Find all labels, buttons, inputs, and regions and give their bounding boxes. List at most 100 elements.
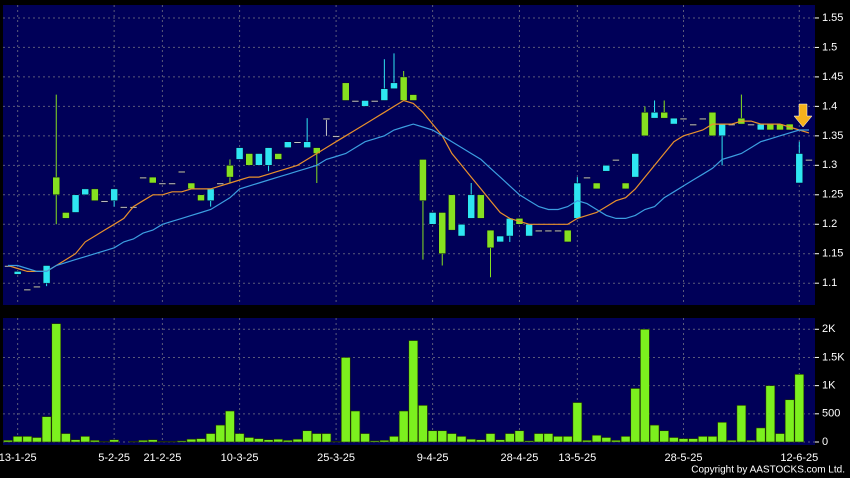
volume-bar [147, 439, 158, 443]
volume-bar [408, 340, 419, 443]
candle-body [399, 76, 408, 101]
volume-bar [157, 441, 168, 443]
candle-body [650, 112, 659, 119]
candle-body [177, 170, 186, 173]
y-tick-label: 0 [822, 436, 828, 448]
volume-bar [707, 436, 718, 443]
candle-body [91, 188, 99, 201]
candle-body [110, 188, 118, 201]
volume-bar [12, 436, 23, 443]
volume-bar [514, 430, 525, 443]
volume-bar [504, 433, 515, 443]
candle-body [457, 224, 466, 237]
volume-bar [572, 402, 583, 443]
candle-body [506, 218, 514, 237]
volume-bar [447, 433, 457, 443]
volume-bar [476, 439, 486, 443]
candle-body [274, 153, 282, 160]
candle-body [448, 194, 456, 231]
volume-bar [437, 430, 448, 443]
candle-body [679, 117, 688, 120]
candle-body [303, 141, 311, 148]
volume-bar [717, 421, 727, 443]
candle-body [641, 112, 649, 137]
volume-bar [495, 439, 505, 443]
volume-bar [99, 441, 110, 443]
volume-bar [176, 440, 187, 443]
volume-bar [543, 433, 554, 443]
volume-bar [41, 416, 52, 443]
candle-body [689, 123, 697, 126]
volume-bar [138, 440, 148, 443]
volume-bar [22, 436, 33, 443]
candle-body [71, 194, 80, 213]
candle-body [756, 123, 765, 131]
candle-body [33, 285, 41, 288]
volume-bar [340, 357, 351, 443]
candle-body [390, 82, 398, 89]
candle-body [438, 212, 446, 254]
volume-bar [302, 430, 312, 443]
volume-bar [456, 436, 467, 443]
volume-bar [234, 433, 245, 443]
candle-body [62, 212, 70, 219]
candle-body [235, 147, 244, 160]
y-tick-label: 1.25 [822, 189, 843, 201]
volume-bar [649, 424, 660, 443]
candle-body [477, 194, 485, 219]
candle-body [660, 112, 668, 119]
volume-bar [485, 433, 496, 443]
volume-bar [70, 439, 81, 443]
x-tick-label: 21-2-25 [143, 452, 181, 464]
volume-bar [582, 440, 592, 443]
candle-body [592, 182, 601, 190]
y-tick-label: 1K [822, 380, 836, 392]
candle-body [670, 117, 678, 125]
volume-bar [205, 433, 216, 443]
arrow-annotation [793, 103, 813, 128]
volume-bar [601, 437, 612, 443]
volume-bar [331, 441, 341, 443]
price-panel [3, 5, 815, 305]
candle-body [525, 224, 533, 237]
candle-body [747, 123, 755, 126]
candle-body [206, 188, 215, 201]
volume-bar [611, 440, 621, 443]
candle-body [795, 153, 804, 184]
candle-body [81, 188, 89, 196]
volume-bar [379, 440, 390, 443]
candle-body [699, 117, 707, 120]
marks [3, 53, 813, 443]
candle-body [158, 182, 167, 185]
volume-bar [360, 433, 370, 443]
candle-body [554, 229, 562, 232]
volume-bar [32, 437, 42, 443]
candle-body [245, 153, 253, 166]
candle-body [168, 182, 176, 185]
volume-bar [630, 388, 641, 443]
volume-bar [427, 430, 438, 443]
volume-bar [196, 438, 206, 443]
volume-bar [765, 385, 776, 443]
y-tick-label: 500 [822, 408, 840, 420]
y-tick-label: 1.55 [822, 12, 843, 24]
candle-body [216, 182, 225, 185]
volume-bar [273, 438, 284, 443]
volume-bar [128, 441, 139, 443]
volume-bar [3, 440, 13, 443]
candle-body [187, 182, 196, 190]
volume-bar [109, 439, 119, 443]
x-tick-label: 13-5-25 [558, 452, 596, 464]
volume-bar [746, 440, 756, 443]
copyright: Copyright by AASTOCKS.com Ltd. [691, 465, 845, 476]
candle-body [602, 165, 611, 172]
volume-bar [369, 440, 380, 443]
moving-average-line [8, 123, 809, 272]
candle-body [583, 176, 591, 179]
candle-body [255, 153, 263, 166]
candle-body [486, 229, 495, 249]
volume-bar [466, 438, 477, 443]
candle-body [42, 265, 51, 284]
volume-bar [678, 438, 689, 443]
